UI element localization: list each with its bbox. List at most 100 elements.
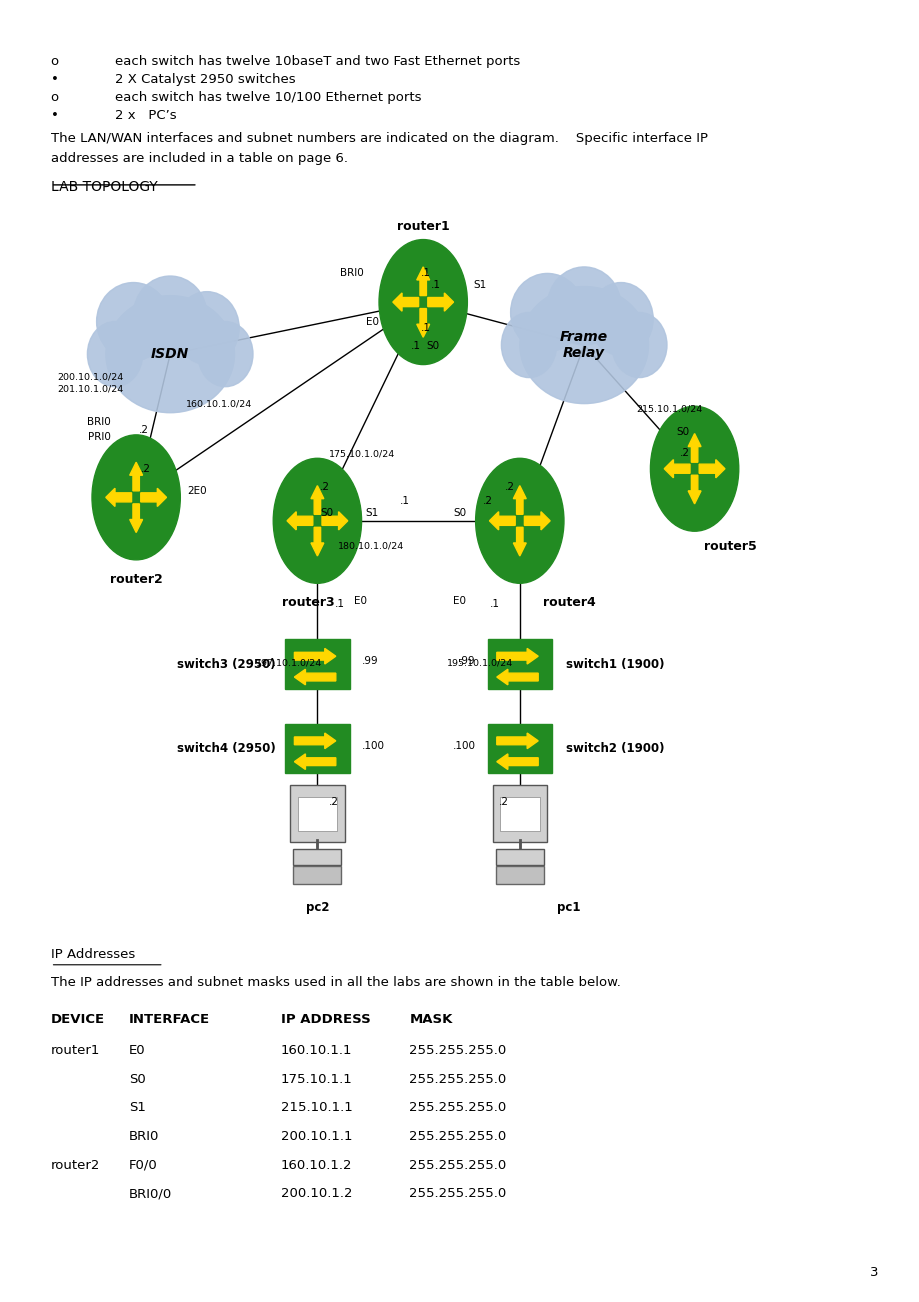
FancyArrow shape — [416, 309, 429, 337]
FancyArrow shape — [311, 486, 323, 514]
Text: switch3 (2950): switch3 (2950) — [177, 658, 276, 671]
Text: .1: .1 — [410, 341, 420, 352]
FancyArrow shape — [287, 512, 312, 530]
Ellipse shape — [547, 267, 620, 345]
Text: router1: router1 — [396, 220, 449, 233]
FancyArrow shape — [311, 527, 323, 556]
Text: 215.10.1.0/24: 215.10.1.0/24 — [636, 405, 702, 413]
Text: 160.10.1.1: 160.10.1.1 — [280, 1044, 352, 1057]
FancyArrow shape — [664, 460, 689, 478]
Ellipse shape — [519, 286, 648, 404]
FancyArrow shape — [294, 754, 335, 769]
Text: 2E0: 2E0 — [187, 486, 206, 496]
FancyBboxPatch shape — [293, 849, 341, 865]
Text: E0: E0 — [129, 1044, 145, 1057]
Text: 200.10.1.0/24
201.10.1.0/24: 200.10.1.0/24 201.10.1.0/24 — [57, 372, 123, 393]
Text: IP ADDRESS: IP ADDRESS — [280, 1013, 370, 1026]
Text: BRI0: BRI0 — [86, 417, 110, 427]
Ellipse shape — [87, 322, 142, 387]
FancyArrow shape — [294, 648, 335, 664]
Circle shape — [475, 458, 563, 583]
FancyArrow shape — [496, 754, 538, 769]
FancyArrow shape — [294, 669, 335, 685]
Text: E0: E0 — [453, 596, 466, 607]
Text: S1: S1 — [473, 280, 486, 290]
Circle shape — [273, 458, 361, 583]
Text: MASK: MASK — [409, 1013, 452, 1026]
Text: 175.10.1.1: 175.10.1.1 — [280, 1073, 352, 1086]
Text: S0: S0 — [129, 1073, 145, 1086]
Text: ISDN: ISDN — [151, 348, 189, 361]
Text: The IP addresses and subnet masks used in all the labs are shown in the table be: The IP addresses and subnet masks used i… — [51, 976, 619, 990]
Text: .2: .2 — [505, 482, 515, 492]
Text: router2: router2 — [109, 573, 163, 586]
FancyArrow shape — [687, 475, 700, 504]
Text: S1: S1 — [365, 508, 378, 518]
FancyArrow shape — [524, 512, 550, 530]
Text: 197.10.1.0/24: 197.10.1.0/24 — [255, 659, 322, 667]
Text: .100: .100 — [452, 741, 475, 751]
Text: o: o — [51, 55, 59, 68]
Text: 255.255.255.0: 255.255.255.0 — [409, 1073, 506, 1086]
Text: F0/0: F0/0 — [129, 1159, 157, 1172]
FancyArrow shape — [496, 733, 538, 749]
FancyArrow shape — [130, 504, 142, 533]
Text: 255.255.255.0: 255.255.255.0 — [409, 1044, 506, 1057]
FancyBboxPatch shape — [285, 639, 349, 689]
FancyArrow shape — [513, 527, 526, 556]
Text: .2: .2 — [679, 448, 689, 458]
Text: 180.10.1.0/24: 180.10.1.0/24 — [337, 542, 403, 549]
FancyArrow shape — [513, 486, 526, 514]
Text: INTERFACE: INTERFACE — [129, 1013, 210, 1026]
Text: .2: .2 — [139, 424, 149, 435]
Ellipse shape — [588, 283, 652, 355]
Text: each switch has twelve 10/100 Ethernet ports: each switch has twelve 10/100 Ethernet p… — [115, 91, 421, 104]
Ellipse shape — [510, 273, 584, 352]
Text: .1: .1 — [420, 268, 430, 279]
Text: .1: .1 — [399, 496, 409, 506]
Text: BRI0: BRI0 — [339, 268, 363, 279]
Text: 160.10.1.0/24: 160.10.1.0/24 — [186, 400, 252, 408]
Text: 175.10.1.0/24: 175.10.1.0/24 — [329, 450, 395, 458]
FancyBboxPatch shape — [298, 797, 336, 831]
Text: S0: S0 — [676, 427, 689, 437]
FancyBboxPatch shape — [285, 724, 349, 773]
FancyArrow shape — [130, 462, 142, 491]
Text: pc2: pc2 — [305, 901, 329, 914]
Text: E0: E0 — [354, 596, 367, 607]
Text: router1: router1 — [51, 1044, 100, 1057]
Text: Frame
Relay: Frame Relay — [560, 329, 607, 361]
Text: 200.10.1.2: 200.10.1.2 — [280, 1187, 352, 1200]
FancyBboxPatch shape — [290, 785, 344, 842]
FancyArrow shape — [698, 460, 724, 478]
Text: DEVICE: DEVICE — [51, 1013, 105, 1026]
FancyArrow shape — [687, 434, 700, 462]
Text: 3: 3 — [869, 1266, 878, 1279]
Text: router3: router3 — [281, 596, 335, 609]
FancyBboxPatch shape — [487, 724, 551, 773]
Circle shape — [379, 240, 467, 365]
FancyArrow shape — [141, 488, 166, 506]
FancyBboxPatch shape — [293, 866, 341, 884]
Text: E0: E0 — [366, 316, 379, 327]
Text: •: • — [51, 73, 59, 86]
Text: .2: .2 — [482, 496, 493, 506]
Ellipse shape — [133, 276, 207, 354]
Text: .2: .2 — [498, 797, 508, 807]
Text: 160.10.1.2: 160.10.1.2 — [280, 1159, 352, 1172]
FancyArrow shape — [489, 512, 515, 530]
Text: router4: router4 — [542, 596, 595, 609]
Text: 255.255.255.0: 255.255.255.0 — [409, 1101, 506, 1115]
Text: .99: .99 — [459, 656, 475, 667]
Text: S0: S0 — [453, 508, 466, 518]
Text: .99: .99 — [361, 656, 378, 667]
Text: .1: .1 — [430, 280, 440, 290]
Text: 255.255.255.0: 255.255.255.0 — [409, 1130, 506, 1143]
Text: 200.10.1.1: 200.10.1.1 — [280, 1130, 352, 1143]
FancyArrow shape — [322, 512, 347, 530]
Text: pc1: pc1 — [556, 901, 580, 914]
FancyArrow shape — [496, 648, 538, 664]
Text: router5: router5 — [703, 540, 755, 553]
Circle shape — [92, 435, 180, 560]
FancyArrow shape — [294, 733, 335, 749]
